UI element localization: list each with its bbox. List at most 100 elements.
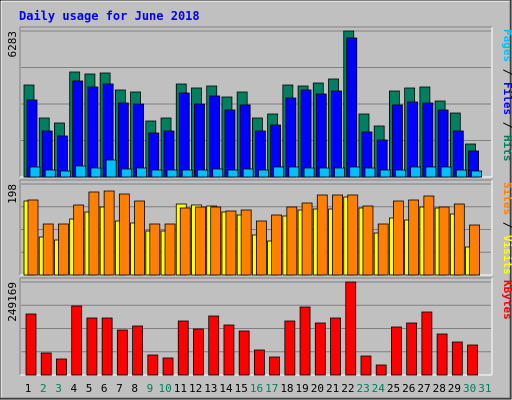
bar-pages-day-15	[242, 168, 254, 178]
bar-pages-day-4	[75, 165, 87, 178]
bar-pages-day-14	[227, 169, 239, 178]
bar-kbytes-day-21	[330, 317, 341, 376]
panel-bottom-ymax-label: 249169	[6, 282, 19, 322]
legend-label-part: Hits	[501, 135, 512, 162]
bar-files-day-25	[392, 104, 403, 178]
x-tick-label: 2	[40, 382, 47, 395]
bar-sites-day-8	[134, 200, 145, 276]
x-tick-label: 5	[86, 382, 93, 395]
bar-files-day-13	[209, 95, 221, 178]
bar-pages-day-17	[273, 166, 285, 178]
bar-sites-day-18	[286, 206, 298, 276]
bar-files-day-14	[224, 109, 236, 178]
bar-kbytes-day-24	[375, 364, 387, 376]
bar-sites-day-5	[88, 191, 100, 276]
bar-kbytes-day-25	[391, 326, 402, 376]
x-tick-label: 20	[311, 382, 324, 395]
bar-kbytes-day-26	[406, 322, 418, 376]
panel-middle-ymax-label: 198	[6, 184, 19, 204]
bar-kbytes-day-20	[314, 322, 326, 376]
bar-files-day-15	[239, 104, 251, 178]
x-tick-label: 27	[417, 382, 430, 395]
bar-pages-day-28	[440, 166, 452, 178]
bar-sites-day-27	[423, 195, 435, 276]
bar-pages-day-16	[257, 169, 269, 178]
x-tick-label: 7	[116, 382, 123, 395]
bar-pages-day-5	[90, 167, 102, 178]
legend-label-part: Sites	[501, 182, 512, 215]
bar-sites-day-4	[73, 204, 85, 276]
bar-kbytes-day-8	[132, 325, 143, 376]
bar-sites-day-9	[149, 223, 161, 276]
x-tick-label: 11	[174, 382, 187, 395]
bar-kbytes-day-11	[177, 320, 189, 376]
x-tick-label: 17	[265, 382, 278, 395]
bar-pages-day-2	[44, 169, 56, 178]
bar-pages-day-19	[303, 167, 315, 178]
bar-sites-day-15	[240, 209, 252, 276]
bar-pages-day-26	[410, 166, 422, 178]
bar-sites-day-30	[469, 224, 480, 276]
chart-title: Daily usage for June 2018	[19, 9, 200, 23]
bar-kbytes-day-22	[345, 281, 357, 376]
bar-sites-day-3	[58, 223, 69, 276]
bar-files-day-12	[194, 103, 205, 178]
bar-sites-day-28	[438, 206, 450, 276]
x-tick-label: 16	[250, 382, 263, 395]
bar-kbytes-day-12	[193, 328, 204, 376]
bar-files-day-20	[315, 93, 327, 178]
legend-label-part: /	[501, 215, 512, 235]
bar-kbytes-day-29	[451, 341, 463, 376]
bar-files-day-18	[285, 97, 297, 178]
legend-label-part: Files	[501, 82, 512, 115]
bar-sites-day-17	[271, 214, 283, 276]
x-tick-label: 12	[189, 382, 202, 395]
bar-pages-day-29	[455, 169, 467, 178]
panel-top-legend-label: Pages / Files / Hits	[501, 29, 512, 162]
bar-files-day-4	[72, 80, 84, 178]
bar-kbytes-day-18	[284, 320, 296, 376]
legend-label-part: /	[501, 115, 512, 135]
x-tick-label: 10	[159, 382, 172, 395]
bar-sites-day-22	[347, 194, 359, 276]
x-tick-label: 22	[341, 382, 354, 395]
x-tick-label: 3	[55, 382, 62, 395]
bar-kbytes-day-2	[40, 352, 52, 376]
bar-pages-day-27	[425, 166, 437, 178]
bar-files-day-27	[422, 102, 434, 178]
bar-kbytes-day-14	[223, 324, 235, 376]
panel-bottom-legend-label: KBytes	[501, 280, 512, 320]
legend-label-part: Visits	[501, 235, 512, 275]
x-tick-label: 18	[280, 382, 293, 395]
bar-files-day-22	[346, 37, 358, 178]
bar-files-day-5	[87, 86, 99, 178]
bar-kbytes-day-6	[101, 317, 113, 376]
bar-kbytes-day-5	[86, 317, 98, 376]
bar-files-day-21	[331, 90, 342, 178]
bar-kbytes-day-30	[467, 344, 478, 376]
x-tick-label: 9	[147, 382, 154, 395]
bar-sites-day-10	[164, 223, 176, 276]
bar-kbytes-day-17	[269, 356, 281, 376]
x-tick-label: 6	[101, 382, 108, 395]
x-tick-label: 25	[387, 382, 400, 395]
bar-kbytes-day-3	[56, 358, 67, 376]
bar-sites-day-26	[408, 199, 420, 276]
bar-sites-day-12	[195, 206, 206, 276]
bar-pages-day-10	[166, 169, 178, 178]
bar-pages-day-13	[212, 168, 224, 178]
bar-kbytes-day-1	[25, 313, 37, 376]
bar-pages-day-3	[60, 170, 71, 178]
bar-kbytes-day-9	[147, 354, 159, 376]
bar-kbytes-day-16	[253, 349, 265, 376]
bar-pages-day-20	[318, 167, 330, 178]
bar-pages-day-9	[151, 169, 163, 178]
bar-kbytes-day-15	[238, 330, 250, 376]
bar-pages-day-7	[120, 168, 132, 178]
bar-pages-day-12	[197, 169, 208, 178]
bar-files-day-1	[26, 99, 38, 178]
bar-pages-day-11	[181, 169, 193, 178]
bar-sites-day-14	[225, 210, 237, 276]
